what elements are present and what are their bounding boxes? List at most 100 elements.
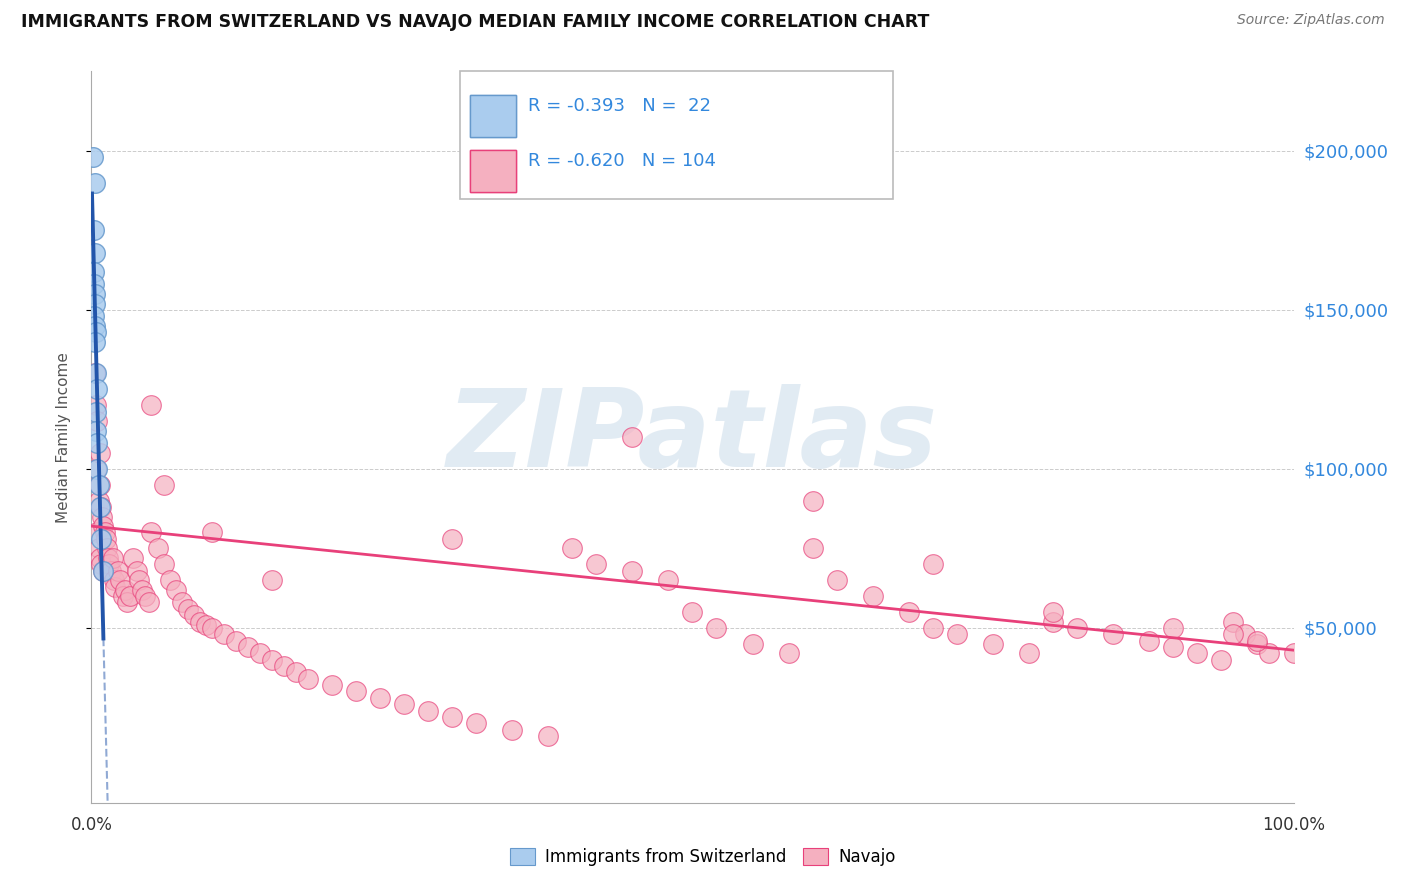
Point [152,558,174,572]
FancyBboxPatch shape [470,95,516,137]
Point [86,525,108,540]
Point [86,414,108,428]
FancyBboxPatch shape [460,71,893,200]
Point [84,318,107,333]
Point [284,665,307,680]
Point [103,573,125,587]
Point [87,493,110,508]
Point [1161,621,1184,635]
Point [114,582,136,597]
Point [94,532,117,546]
Point [165,582,187,597]
Point [1066,621,1088,635]
Point [117,595,139,609]
Point [93,564,115,578]
Point [1161,640,1184,654]
Point [188,615,211,629]
Point [134,589,156,603]
Point [101,550,124,565]
Point [981,637,1004,651]
Point [201,525,224,540]
Point [225,633,247,648]
Point [84,367,107,381]
Text: Source: ZipAtlas.com: Source: ZipAtlas.com [1237,13,1385,28]
Point [1234,627,1257,641]
Point [862,589,884,603]
Text: ZIPatlas: ZIPatlas [447,384,938,490]
Point [537,729,560,743]
Point [1222,627,1244,641]
Point [170,595,193,609]
Point [138,595,160,609]
Text: IMMIGRANTS FROM SWITZERLAND VS NAVAJO MEDIAN FAMILY INCOME CORRELATION CHART: IMMIGRANTS FROM SWITZERLAND VS NAVAJO ME… [21,13,929,31]
Point [131,582,153,597]
Point [1042,615,1064,629]
Point [82,150,104,164]
Point [273,659,295,673]
Point [152,477,174,491]
Point [83,310,105,324]
Point [98,558,121,572]
Point [84,334,107,349]
Point [201,621,224,635]
Point [706,621,728,635]
Legend: Immigrants from Switzerland, Navajo: Immigrants from Switzerland, Navajo [502,840,904,875]
Point [90,558,112,572]
Point [922,621,945,635]
Point [128,573,150,587]
Point [1102,627,1125,641]
Point [1018,646,1040,660]
Point [946,627,969,641]
Point [97,550,120,565]
Point [249,646,271,660]
Point [501,723,523,737]
Point [83,277,105,292]
Point [89,446,111,460]
Point [236,640,259,654]
Point [83,223,105,237]
Point [260,573,283,587]
Point [897,605,920,619]
Point [111,589,134,603]
Point [159,573,181,587]
Point [585,558,607,572]
Point [440,532,463,546]
Point [86,462,108,476]
Text: R = -0.393   N =  22: R = -0.393 N = 22 [527,97,711,115]
Point [657,573,679,587]
Point [104,580,127,594]
Point [260,653,283,667]
Point [84,404,107,418]
Point [84,424,107,438]
Point [297,672,319,686]
Point [141,398,163,412]
Point [90,500,112,514]
Point [183,608,205,623]
Point [86,436,108,450]
Point [1282,646,1305,660]
Point [141,525,163,540]
Point [87,541,110,556]
Y-axis label: Median Family Income: Median Family Income [56,351,70,523]
Point [681,605,703,619]
Point [90,532,112,546]
Point [89,550,111,565]
FancyBboxPatch shape [470,150,516,192]
Point [1258,646,1281,660]
Point [778,646,800,660]
Point [110,573,132,587]
Point [84,398,107,412]
Point [100,564,122,578]
Point [801,493,824,508]
Point [741,637,763,651]
Point [176,602,198,616]
Point [1187,646,1209,660]
Point [86,383,108,397]
Point [89,500,111,514]
Point [84,176,107,190]
Point [125,564,148,578]
Point [392,697,415,711]
Point [91,509,114,524]
Point [122,550,145,565]
Point [416,704,439,718]
